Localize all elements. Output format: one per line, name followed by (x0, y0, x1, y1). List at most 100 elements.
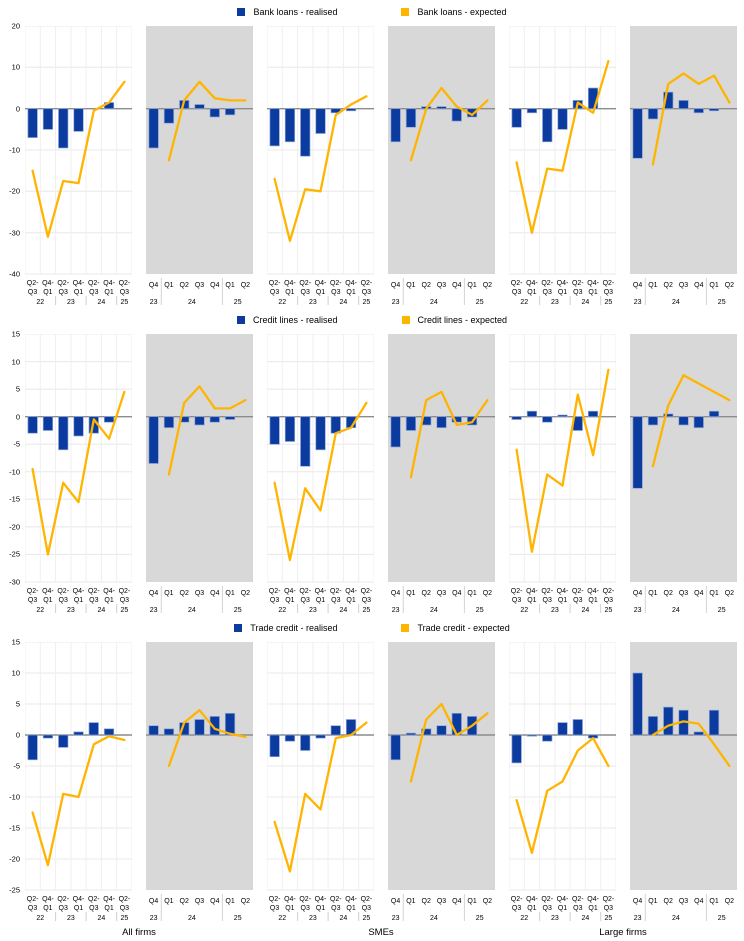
svg-text:Q3: Q3 (195, 590, 204, 597)
y-tick-label: 15 (11, 329, 20, 339)
svg-text:22: 22 (278, 915, 286, 922)
svg-text:Q4: Q4 (149, 282, 158, 289)
expected-swatch-icon (401, 315, 410, 324)
svg-text:Q1: Q1 (406, 898, 415, 905)
svg-text:Q3: Q3 (573, 289, 582, 296)
svg-text:Q1: Q1 (285, 597, 294, 604)
svg-text:Q1: Q1 (74, 905, 83, 912)
svg-text:Q4-: Q4- (42, 280, 54, 287)
firm-size-group-labels: All firms SMEs Large firms (0, 924, 744, 941)
svg-text:Q4-: Q4- (587, 280, 599, 287)
panel-credit-lines-smes-quarterly: Q4 Q1 Q2 Q3 Q4 Q1 Q2 23 24 25 (388, 334, 495, 614)
svg-text:Q1: Q1 (558, 289, 567, 296)
svg-text:Q1: Q1 (467, 590, 476, 597)
svg-text:Q1: Q1 (316, 289, 325, 296)
svg-text:24: 24 (188, 915, 196, 922)
svg-text:24: 24 (188, 299, 196, 306)
svg-text:Q1: Q1 (467, 282, 476, 289)
svg-text:23: 23 (309, 299, 317, 306)
legend-label-realised: Bank loans - realised (253, 6, 338, 17)
chart-row-credit-lines: Credit lines - realised Credit lines - e… (0, 308, 744, 616)
y-axis-credit-lines: 15 10 5 0 -5 -10 -15 -20 -25 -30 (0, 330, 25, 616)
svg-text:23: 23 (551, 299, 559, 306)
svg-text:Q2-: Q2- (299, 588, 311, 595)
svg-text:Q1: Q1 (225, 282, 234, 289)
svg-text:Q2-: Q2- (361, 896, 373, 903)
svg-text:Q1: Q1 (285, 289, 294, 296)
svg-text:Q3: Q3 (512, 597, 521, 604)
svg-text:Q1: Q1 (588, 289, 597, 296)
svg-text:23: 23 (67, 299, 75, 306)
svg-text:Q1: Q1 (316, 597, 325, 604)
svg-text:Q2-: Q2- (603, 588, 615, 595)
svg-text:Q2-: Q2- (603, 896, 615, 903)
legend-label-realised: Trade credit - realised (250, 622, 338, 633)
y-tick-label: -20 (9, 522, 20, 532)
expected-swatch-icon (401, 7, 410, 16)
svg-text:Q3: Q3 (679, 898, 688, 905)
svg-text:Q1: Q1 (527, 289, 536, 296)
svg-text:Q4-: Q4- (42, 896, 54, 903)
legend-label-realised: Credit lines - realised (252, 314, 338, 325)
legend-item-realised: Bank loans - realised (237, 7, 337, 17)
svg-text:Q4-: Q4- (103, 588, 115, 595)
svg-text:Q2: Q2 (422, 590, 431, 597)
svg-text:Q2: Q2 (483, 898, 492, 905)
svg-text:Q2-: Q2- (299, 896, 311, 903)
svg-text:Q3: Q3 (270, 289, 279, 296)
svg-text:Q3: Q3 (437, 590, 446, 597)
y-axis-bank-loans: 20 10 0 -10 -20 -30 -40 (0, 22, 25, 308)
realised-swatch-icon (234, 623, 243, 632)
svg-text:23: 23 (392, 915, 400, 922)
svg-text:Q2-: Q2- (119, 588, 131, 595)
svg-text:Q4-: Q4- (284, 896, 296, 903)
svg-text:Q3: Q3 (59, 905, 68, 912)
svg-text:Q3: Q3 (59, 597, 68, 604)
svg-text:Q4: Q4 (694, 282, 703, 289)
svg-text:25: 25 (476, 607, 484, 614)
svg-text:25: 25 (234, 607, 242, 614)
y-tick-label: -30 (9, 228, 20, 238)
svg-text:Q2-: Q2- (572, 280, 584, 287)
svg-text:25: 25 (605, 607, 613, 614)
svg-text:25: 25 (718, 299, 726, 306)
svg-text:25: 25 (718, 607, 726, 614)
panels-credit-lines: Q2- Q4- Q2- Q4- Q2- Q4- Q2- Q3 Q1 Q3 Q1 Q3 Q1 Q3 22 23 2… (25, 334, 737, 616)
svg-text:Q3: Q3 (120, 597, 129, 604)
y-tick-label: -10 (9, 145, 20, 155)
svg-text:23: 23 (392, 299, 400, 306)
svg-text:Q3: Q3 (120, 289, 129, 296)
svg-text:Q4: Q4 (391, 282, 400, 289)
svg-text:Q4-: Q4- (73, 896, 85, 903)
svg-text:Q2-: Q2- (269, 896, 281, 903)
svg-text:23: 23 (551, 607, 559, 614)
svg-text:22: 22 (520, 299, 528, 306)
legend-credit-lines: Credit lines - realised Credit lines - e… (0, 313, 744, 326)
svg-text:Q3: Q3 (270, 597, 279, 604)
svg-text:Q3: Q3 (301, 597, 310, 604)
svg-text:Q1: Q1 (164, 898, 173, 905)
svg-text:Q2-: Q2- (603, 280, 615, 287)
svg-text:25: 25 (121, 915, 129, 922)
y-tick-label: 10 (11, 357, 20, 367)
svg-text:Q1: Q1 (709, 898, 718, 905)
svg-text:Q2-: Q2- (361, 280, 373, 287)
y-tick-label: 0 (15, 104, 20, 114)
svg-text:Q3: Q3 (301, 289, 310, 296)
svg-text:Q3: Q3 (59, 289, 68, 296)
svg-text:Q2: Q2 (241, 590, 250, 597)
svg-text:22: 22 (36, 607, 44, 614)
panel-bank-loans-all-firms-quarterly: Q4 Q1 Q2 Q3 Q4 Q1 Q2 23 24 25 (146, 26, 253, 306)
legend-item-realised: Credit lines - realised (236, 314, 338, 325)
svg-text:Q4-: Q4- (103, 280, 115, 287)
svg-text:Q3: Q3 (512, 905, 521, 912)
svg-text:Q1: Q1 (225, 590, 234, 597)
svg-text:24: 24 (188, 607, 196, 614)
svg-text:Q1: Q1 (316, 905, 325, 912)
svg-text:23: 23 (150, 607, 158, 614)
svg-text:Q1: Q1 (648, 282, 657, 289)
